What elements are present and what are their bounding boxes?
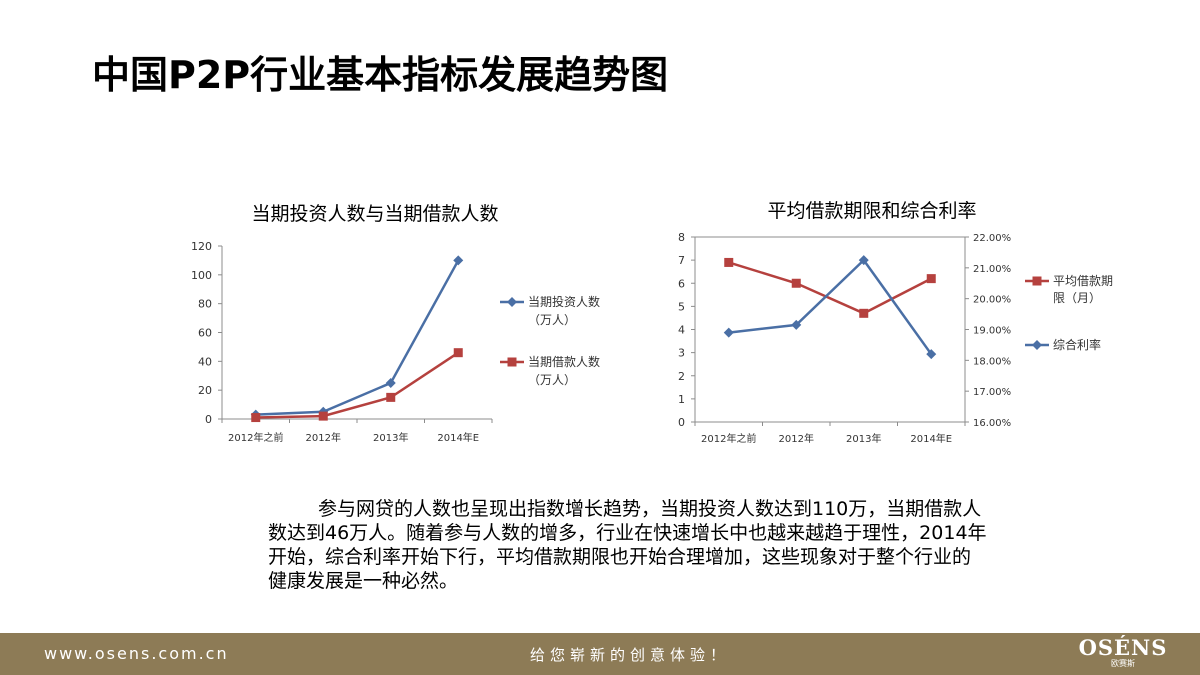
logo-wordmark: OSÉNS [1078,635,1168,660]
investor-borrower-chart: 当期投资人数与当期借款人数 0 20 40 60 80 100 120 2012年之前 2012年… [190,190,630,450]
data-point [453,255,464,266]
x-tick-label: 2012年之前 [228,431,283,444]
data-point [386,392,396,402]
x-tick-label: 2012年之前 [701,432,756,445]
y-tick-label: 0 [205,413,212,426]
legend-label: 平均借款期 [1053,274,1113,288]
data-point [724,257,734,267]
page-title: 中国P2P行业基本指标发展趋势图 [92,53,669,97]
data-point [858,255,869,266]
legend-label: 当期投资人数 [528,294,600,309]
y-tick-label: 80 [198,298,212,311]
osens-logo: OSÉNS 欧赛斯 [1078,637,1168,669]
legend-marker [507,357,517,367]
series-line [255,259,460,416]
data-point [791,278,801,288]
y-tick-label: 60 [198,327,212,340]
investor-borrower-chart-svg: 当期投资人数与当期借款人数 0 20 40 60 80 100 120 2012年之前 2012年… [191,203,600,444]
chart-title: 当期投资人数与当期借款人数 [251,203,498,225]
chart-title: 平均借款期限和综合利率 [767,200,976,222]
series-line [255,351,459,419]
y2-tick-label: 17.00% [973,387,1011,398]
y-tick-label: 8 [678,231,685,244]
data-point [723,327,734,338]
y-tick-label: 4 [678,324,685,337]
y-tick-label: 1 [678,393,685,406]
logo-subtext: 欧赛斯 [1111,659,1135,668]
summary-paragraph: 参与网贷的人数也呈现出指数增长趋势，当期投资人数达到110万，当期借款人数达到4… [268,498,987,592]
legend-marker [1032,340,1042,350]
y-tick-label: 5 [678,300,685,313]
x-tick-label: 2013年 [846,432,881,445]
y-tick-label: 6 [678,277,685,290]
data-point [453,348,463,358]
data-point [859,308,869,318]
term-rate-chart: 平均借款期限和综合利率 0 1 2 3 4 5 6 7 8 16.00% 17.00% 18.00% 19… [665,188,1140,453]
y-tick-label: 3 [678,347,685,360]
y-tick-label: 40 [198,355,212,368]
data-point [318,411,328,421]
legend-label: 综合利率 [1053,337,1101,352]
data-point [251,413,261,423]
legend-label: （万人） [528,373,576,387]
y-tick-label: 120 [191,240,212,253]
legend-label: 限（月） [1053,291,1101,305]
data-point [791,319,802,330]
footer-slogan: 给您崭新的创意体验！ [530,646,731,664]
x-tick-label: 2012年 [306,431,341,444]
x-tick-label: 2012年 [779,432,814,445]
term-rate-chart-svg: 平均借款期限和综合利率 0 1 2 3 4 5 6 7 8 16.00% 17.00% 18.00% 19… [678,200,1113,445]
y-tick-label: 7 [678,254,685,267]
y2-tick-label: 21.00% [973,264,1011,275]
y2-tick-label: 16.00% [973,418,1011,429]
series-line [728,261,932,315]
legend-label: （万人） [528,313,576,327]
data-point [385,377,396,388]
data-point [926,274,936,284]
legend-marker [507,297,517,307]
legend-label: 当期借款人数 [528,354,600,369]
y-tick-label: 0 [678,416,685,429]
y-tick-label: 2 [678,370,685,383]
y2-tick-label: 19.00% [973,326,1011,337]
series-line [728,258,933,355]
y2-tick-label: 18.00% [973,356,1011,367]
y2-tick-label: 22.00% [973,233,1011,244]
footer-bar: www.osens.com.cn 给您崭新的创意体验！ OSÉNS 欧赛斯 [0,633,1200,675]
legend-marker [1032,276,1042,286]
x-tick-label: 2013年 [373,431,408,444]
y-tick-label: 20 [198,384,212,397]
data-point [926,349,937,360]
footer-url[interactable]: www.osens.com.cn [44,644,229,663]
y-tick-label: 100 [191,269,212,282]
y2-tick-label: 20.00% [973,295,1011,306]
x-tick-label: 2014年E [437,431,479,444]
x-tick-label: 2014年E [910,432,952,445]
